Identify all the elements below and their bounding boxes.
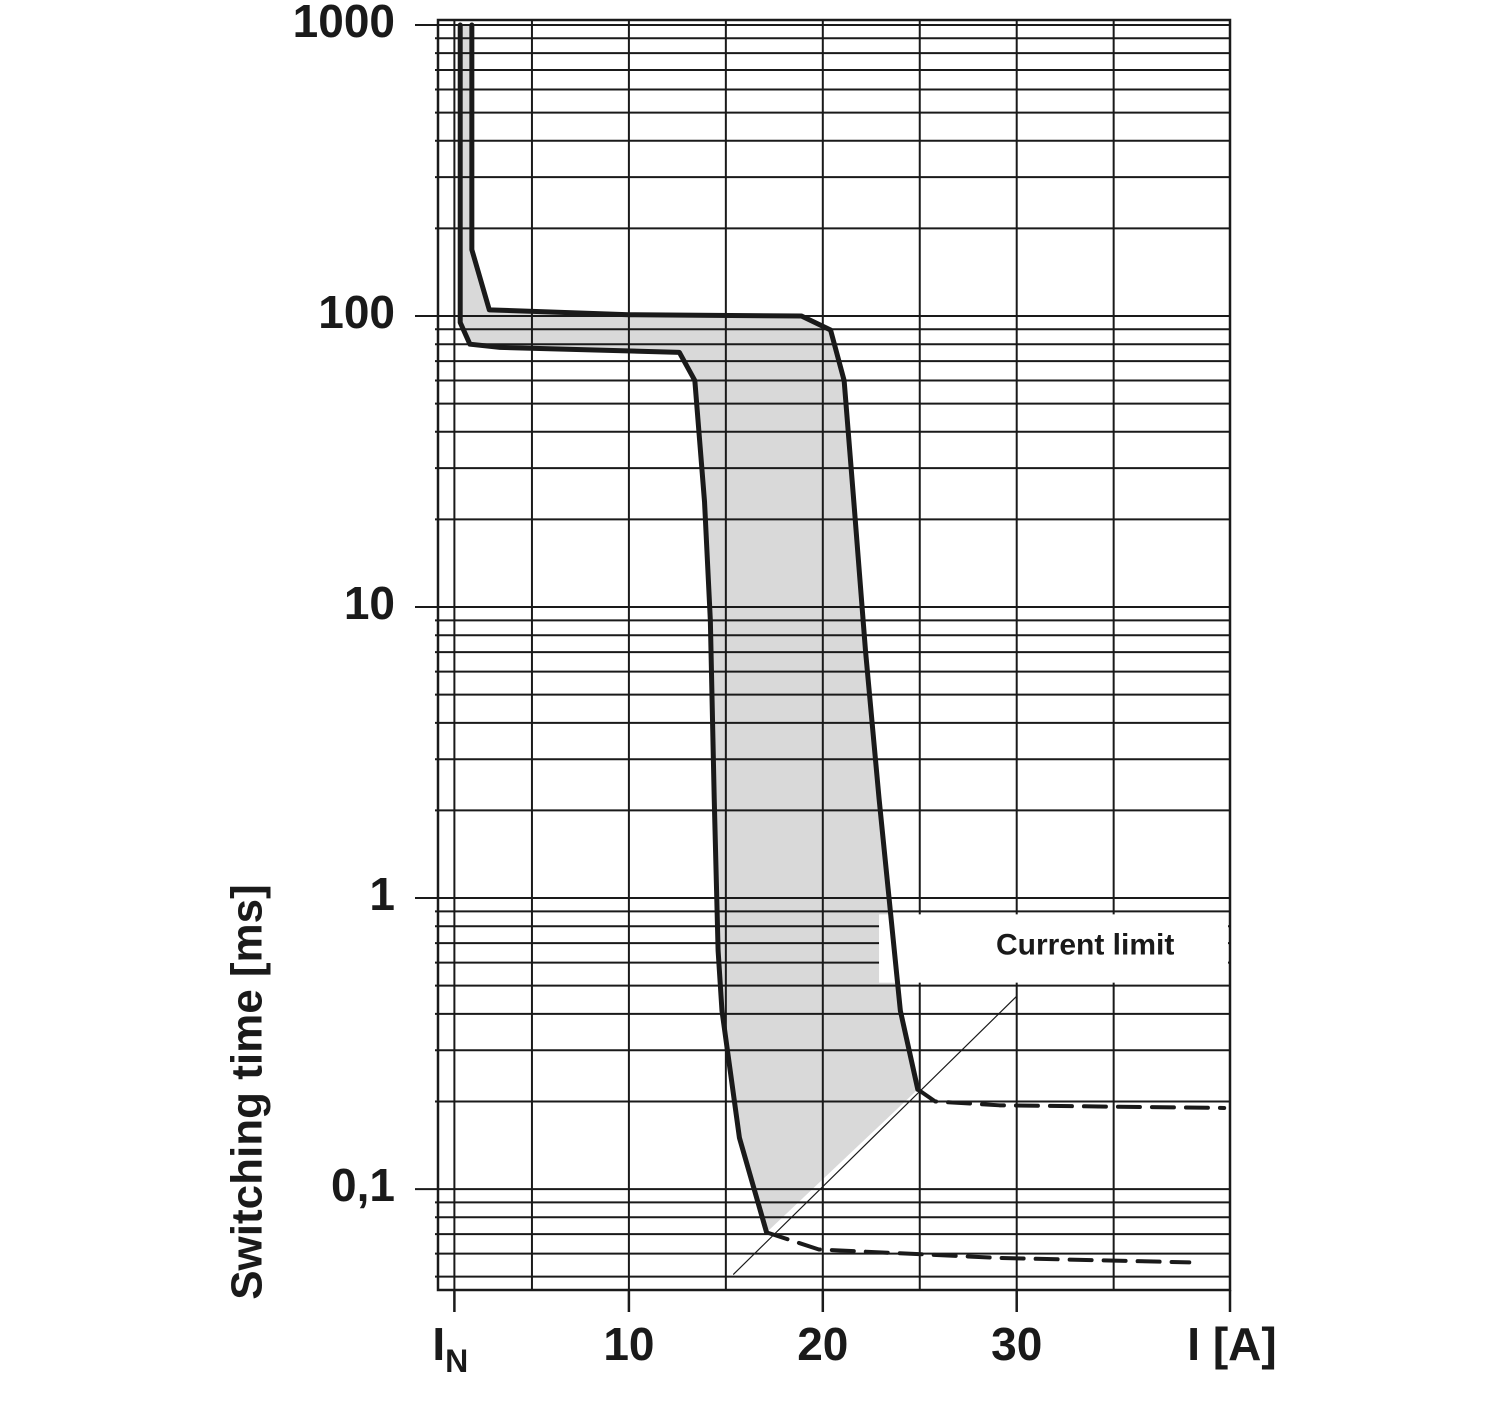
y-tick-label: 0,1 <box>331 1159 395 1211</box>
y-axis-label: Switching time [ms] <box>223 884 272 1300</box>
x-axis-label: I [A] <box>1187 1318 1276 1370</box>
y-tick-label: 1000 <box>293 0 395 47</box>
annotation-box <box>879 914 1228 983</box>
y-tick-label: 100 <box>318 286 395 338</box>
x-tick-label: 10 <box>603 1318 654 1370</box>
tolerance-band <box>460 24 918 1233</box>
curve <box>457 22 770 1235</box>
y-tick-label: 1 <box>369 868 395 920</box>
x-tick-label: IN <box>432 1318 468 1379</box>
curve <box>764 1230 1192 1265</box>
curve <box>915 1087 1227 1110</box>
x-tick-subscript: N <box>445 1343 468 1379</box>
x-tick-label: 20 <box>797 1318 848 1370</box>
annotation: Current limit <box>996 929 1174 962</box>
curve <box>469 22 921 1092</box>
plot-frame <box>436 18 1232 1292</box>
y-tick-label: 10 <box>344 577 395 629</box>
x-tick-label: 30 <box>991 1318 1042 1370</box>
curve <box>733 995 1018 1275</box>
